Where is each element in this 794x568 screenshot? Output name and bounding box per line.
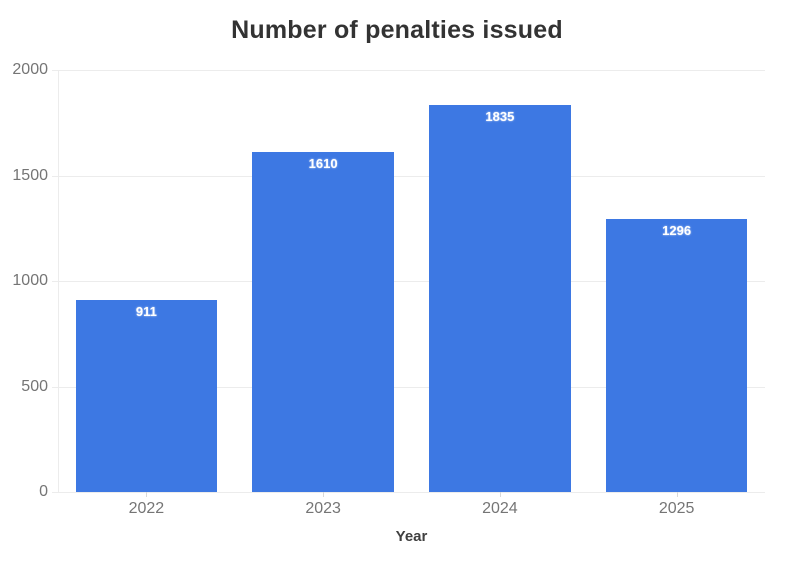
y-tick-label: 500	[21, 377, 48, 395]
x-tick-mark	[146, 492, 148, 497]
y-tick-label: 0	[39, 483, 48, 500]
bar-value-label: 1610	[308, 156, 338, 172]
x-tick-mark	[676, 492, 678, 497]
bar-value-label: 1835	[485, 108, 515, 124]
chart-title: Number of penalties issued	[231, 16, 563, 44]
x-tick-label: 2025	[658, 500, 695, 517]
y-tick-label: 1500	[12, 166, 48, 184]
x-tick-label: 2024	[482, 500, 518, 517]
y-tick-label: 1000	[12, 272, 48, 289]
bar-value-label: 911	[135, 303, 157, 319]
bar-2024: 1835	[429, 104, 571, 492]
bar-2023: 1610	[252, 152, 394, 492]
y-gridline	[52, 175, 765, 177]
y-gridline	[52, 281, 765, 282]
y-gridline	[52, 386, 765, 388]
x-tick-label: 2022	[128, 500, 165, 517]
x-tick-mark	[323, 492, 325, 497]
x-tick-label: 2023	[305, 500, 341, 517]
x-tick-mark	[499, 492, 501, 497]
bar-2025: 1296	[605, 218, 748, 492]
x-axis-title: Year	[395, 528, 428, 545]
bar-value-label: 1296	[662, 222, 692, 238]
plot-area: 0 500 1000 1500 2000 911 2022 1610 2023 1835 2024 1…	[12, 61, 765, 517]
y-gridline	[52, 70, 765, 71]
y-gridline	[52, 492, 765, 493]
y-tick-label: 2000	[12, 61, 48, 78]
bar-2022: 911	[75, 299, 218, 492]
